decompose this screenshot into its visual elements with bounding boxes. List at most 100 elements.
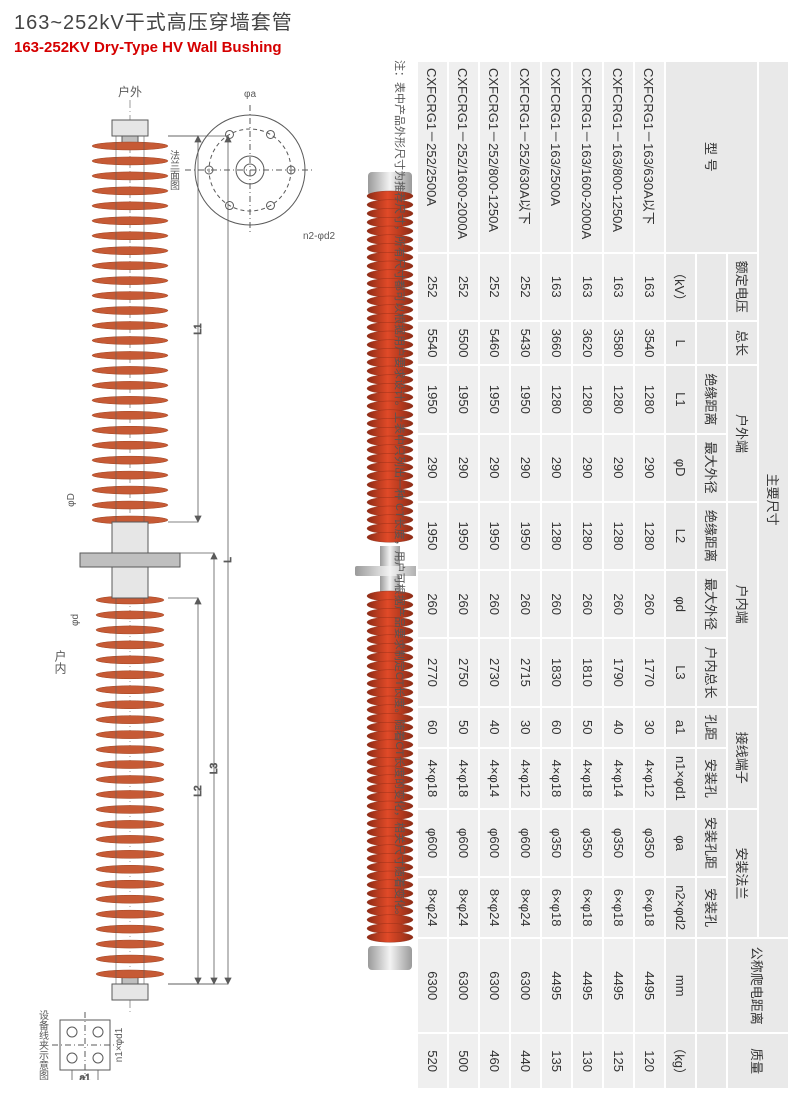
cell-kv: 252 — [417, 253, 448, 321]
cell-a1: 60 — [541, 707, 572, 748]
svg-text:法兰面图: 法兰面图 — [168, 149, 180, 191]
cell-n1d1: 4×φ18 — [417, 748, 448, 809]
cell-kg: 520 — [417, 1033, 448, 1089]
unit-ins_dist_out: L1 — [665, 365, 696, 433]
cell-L2: 1280 — [634, 502, 665, 570]
cell-n2d2: 6×φ18 — [603, 877, 634, 938]
cell-d: 260 — [417, 570, 448, 638]
unit-max_od_out: φD — [665, 434, 696, 502]
unit-creepage: mm — [665, 938, 696, 1033]
cell-kg: 135 — [541, 1033, 572, 1089]
cell-pa: φ600 — [448, 809, 479, 877]
cell-a1: 30 — [634, 707, 665, 748]
table-row: CXFCRG1－252/2500A25255401950290195026027… — [417, 61, 448, 1089]
hdr-creepage: 公称爬电距离 — [727, 938, 789, 1033]
cell-L2: 1950 — [479, 502, 510, 570]
cell-n1d1: 4×φ18 — [541, 748, 572, 809]
cell-kg: 460 — [479, 1033, 510, 1089]
cell-n2d2: 8×φ24 — [417, 877, 448, 938]
unit-mount_pitch: φa — [665, 809, 696, 877]
cell-kv: 252 — [479, 253, 510, 321]
cell-d: 260 — [572, 570, 603, 638]
cell-L3: 1770 — [634, 638, 665, 706]
table-row: CXFCRG1－163/630A以下1633540128029012802601… — [634, 61, 665, 1089]
cell-n1d1: 4×φ12 — [510, 748, 541, 809]
svg-text:φd: φd — [70, 614, 81, 626]
cell-L3: 1790 — [603, 638, 634, 706]
cell-kv: 163 — [603, 253, 634, 321]
cell-model: CXFCRG1－252/630A以下 — [510, 61, 541, 253]
table-row: CXFCRG1－163/2500A16336601280290128026018… — [541, 61, 572, 1089]
cell-d: 260 — [541, 570, 572, 638]
cell-a1: 40 — [603, 707, 634, 748]
svg-text:φD: φD — [66, 493, 77, 507]
cell-n2d2: 8×φ24 — [510, 877, 541, 938]
cell-model: CXFCRG1－252/2500A — [417, 61, 448, 253]
drawing-svg: a1n1×φd1设备线夹示意图φan2-φd2法兰面图户外户内LL1L2L3φD… — [10, 60, 340, 1080]
spec-table-container: 主要尺寸公称爬电距离质量型 号额定电压总长户外端户内端接线端子安装法兰绝缘距离最… — [450, 60, 790, 1090]
cell-n1d1: 4×φ18 — [572, 748, 603, 809]
svg-text:φa: φa — [244, 89, 256, 100]
cell-n2d2: 6×φ18 — [572, 877, 603, 938]
cell-kg: 440 — [510, 1033, 541, 1089]
cell-kg: 500 — [448, 1033, 479, 1089]
cell-kv: 252 — [448, 253, 479, 321]
unit-rated_v: （kV） — [665, 253, 696, 321]
cell-pa: φ350 — [572, 809, 603, 877]
cell-L2: 1280 — [541, 502, 572, 570]
cell-a1: 50 — [448, 707, 479, 748]
cell-L3: 2750 — [448, 638, 479, 706]
cell-model: CXFCRG1－163/2500A — [541, 61, 572, 253]
cell-n2d2: 8×φ24 — [448, 877, 479, 938]
svg-text:L: L — [223, 557, 234, 563]
cell-pa: φ350 — [541, 809, 572, 877]
cell-D: 290 — [479, 434, 510, 502]
cell-d: 260 — [603, 570, 634, 638]
cell-L1: 1280 — [572, 365, 603, 433]
svg-text:L2: L2 — [193, 785, 204, 797]
cell-creep: 4495 — [603, 938, 634, 1033]
cell-kg: 120 — [634, 1033, 665, 1089]
hdr-terminal: 接线端子 — [727, 707, 758, 809]
hdr-mass: 质量 — [727, 1033, 789, 1089]
cell-a1: 30 — [510, 707, 541, 748]
unit-hole_pitch: a1 — [665, 707, 696, 748]
unit-mass: （kg） — [665, 1033, 696, 1089]
cell-kv: 252 — [510, 253, 541, 321]
cell-d: 260 — [479, 570, 510, 638]
cell-D: 290 — [541, 434, 572, 502]
cell-kv: 163 — [572, 253, 603, 321]
cell-D: 290 — [448, 434, 479, 502]
cell-L: 5430 — [510, 321, 541, 365]
cell-model: CXFCRG1－163/1600-2000A — [572, 61, 603, 253]
cell-L1: 1950 — [448, 365, 479, 433]
cell-L1: 1950 — [479, 365, 510, 433]
cell-kv: 163 — [634, 253, 665, 321]
cell-d: 260 — [448, 570, 479, 638]
hdr-main-dims: 主要尺寸 — [758, 61, 789, 938]
table-footnote: 注：表中产品外形尺寸为推荐尺寸，所有尺寸都可以根据用户要求设计。上表中只列出一种… — [392, 60, 408, 1090]
cell-creep: 6300 — [479, 938, 510, 1033]
cell-L: 3660 — [541, 321, 572, 365]
cell-L1: 1950 — [417, 365, 448, 433]
table-row: CXFCRG1－252/800-1250A2525460195029019502… — [479, 61, 510, 1089]
svg-text:L3: L3 — [209, 763, 220, 775]
cell-L2: 1280 — [572, 502, 603, 570]
unit-mount_hole_t: n1×φd1 — [665, 748, 696, 809]
svg-text:a1: a1 — [79, 1073, 91, 1080]
cell-creep: 6300 — [417, 938, 448, 1033]
cell-L3: 2715 — [510, 638, 541, 706]
svg-text:设备线夹示意图: 设备线夹示意图 — [37, 1010, 49, 1080]
cell-D: 290 — [603, 434, 634, 502]
cell-D: 290 — [510, 434, 541, 502]
cell-model: CXFCRG1－252/1600-2000A — [448, 61, 479, 253]
svg-text:L1: L1 — [193, 323, 204, 335]
cell-creep: 4495 — [634, 938, 665, 1033]
hdr-flange: 安装法兰 — [727, 809, 758, 938]
title-english: 163-252KV Dry-Type HV Wall Bushing — [14, 39, 293, 56]
cell-a1: 60 — [417, 707, 448, 748]
cell-L2: 1950 — [417, 502, 448, 570]
hdr-outdoor: 户外端 — [727, 365, 758, 502]
cell-L3: 2730 — [479, 638, 510, 706]
cell-L: 3620 — [572, 321, 603, 365]
